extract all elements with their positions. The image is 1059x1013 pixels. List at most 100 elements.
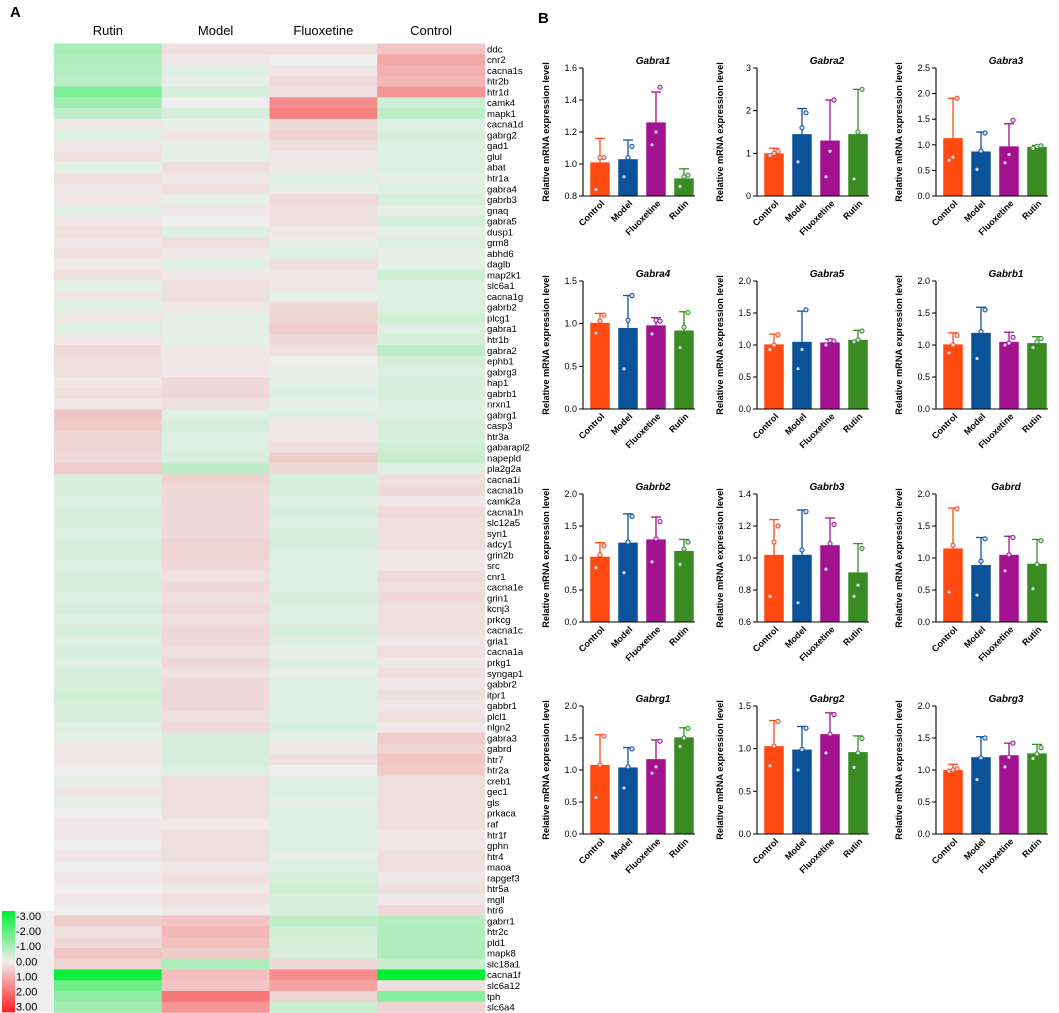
data-point [827,731,833,737]
heatmap-row-label: slc6a1 [487,281,515,292]
data-point [974,592,980,598]
heatmap-cell [269,151,378,163]
bar-chart-gabra3: Gabra3 Relative mRNA expression level 0.0 0… [894,56,1048,237]
heatmap: Rutin Model Fluoxetine Controlddccnr2cacna1… [54,23,530,1013]
y-axis-label: Relative mRNA expression level [894,62,904,202]
heatmap-row-label: cacna1g [487,292,523,303]
heatmap-row-label: grin2b [487,550,514,561]
data-point [629,292,635,299]
x-tick-label: Control [930,836,960,866]
heatmap-cell [54,452,163,464]
heatmap-row-label: gls [487,798,499,809]
heatmap-cell [161,409,270,421]
legend-color-step [2,980,15,983]
data-point [685,539,691,545]
bar-chart-gabrd: Gabrd Relative mRNA expression level 0.0 0.… [894,482,1048,663]
heatmap-cell [269,958,378,970]
heatmap-cell [54,560,163,572]
heatmap-row-label: gabrg1 [487,410,517,421]
heatmap-cell [161,431,270,443]
heatmap-cell [161,947,270,959]
legend-color-step [2,1010,15,1013]
heatmap-row-label: gec1 [487,787,508,798]
x-tick-label: Rutin [667,198,690,221]
x-tick-label: Control [751,198,781,228]
heatmap-cell [269,732,378,744]
data-point [946,589,952,595]
heatmap-cell [161,151,270,163]
chart-title: Gabrb3 [809,482,844,493]
y-tick-label: 1.0 [917,765,930,775]
heatmap-cell [161,894,270,906]
heatmap-cell [161,65,270,77]
x-tick-label: Model [609,624,634,649]
heatmap-cell [269,560,378,572]
bar-rutin [674,178,694,196]
data-point [831,521,837,528]
data-point [946,350,952,356]
heatmap-cell [377,463,486,475]
heatmap-cell [54,108,163,120]
legend-color-step [2,978,15,981]
heatmap-cell [54,538,163,550]
chart-title: Gabrd [991,482,1021,493]
heatmap-cell [54,732,163,744]
heatmap-row-label: ddc [487,44,503,55]
x-tick-label: Model [609,411,634,436]
bar-fluoxetine [999,554,1019,622]
data-point [767,346,773,353]
heatmap-cell [161,711,270,723]
heatmap-cell [54,172,163,184]
bar-rutin [848,134,868,196]
panel-label-a: A [10,4,21,21]
heatmap-cell [54,388,163,400]
panel-label-b: B [538,10,549,27]
heatmap-cell [161,129,270,141]
legend-label: 2.00 [16,987,37,999]
bar-fluoxetine [999,146,1019,196]
heatmap-cell [269,183,378,195]
y-axis-label: Relative mRNA expression level [715,62,725,202]
heatmap-row-label: cacna1s [487,66,523,77]
heatmap-cell [54,194,163,206]
heatmap-cell [269,538,378,550]
x-tick-label: Model [783,198,808,223]
heatmap-cell [269,172,378,184]
data-point [978,558,984,564]
bar-fluoxetine [999,755,1019,834]
y-axis-label: Relative mRNA expression level [541,62,551,202]
chart-title: Gabra5 [810,269,845,280]
heatmap-cell [377,958,486,970]
heatmap-cell [377,624,486,636]
heatmap-cell [377,937,486,949]
data-point [974,166,980,172]
y-tick-label: 1.0 [564,159,577,169]
heatmap-cell [54,506,163,518]
data-point [1010,534,1016,541]
data-point [771,342,777,348]
heatmap-cell [54,635,163,647]
heatmap-column-label: Fluoxetine [293,23,353,38]
heatmap-cell [269,624,378,636]
legend-color-step [2,991,15,994]
heatmap-cell [161,528,270,540]
heatmap-cell [54,301,163,313]
legend-color-step [2,998,15,1001]
heatmap-row-label: htr1d [487,87,509,98]
heatmap-cell [161,657,270,669]
heatmap-cell [269,689,378,701]
data-point [677,561,683,568]
heatmap-cell [377,678,486,690]
data-point [657,738,663,744]
data-point [767,593,773,600]
x-tick-label: Control [751,624,781,654]
heatmap-cell [269,344,378,357]
y-tick-label: 0.5 [738,372,751,382]
heatmap-cell [54,431,163,443]
bar-rutin [848,572,868,622]
heatmap-row-label: gabrd [487,744,512,755]
data-point [657,84,663,90]
heatmap-cell [54,990,163,1003]
heatmap-cell [161,205,270,217]
bar-control [764,554,784,622]
